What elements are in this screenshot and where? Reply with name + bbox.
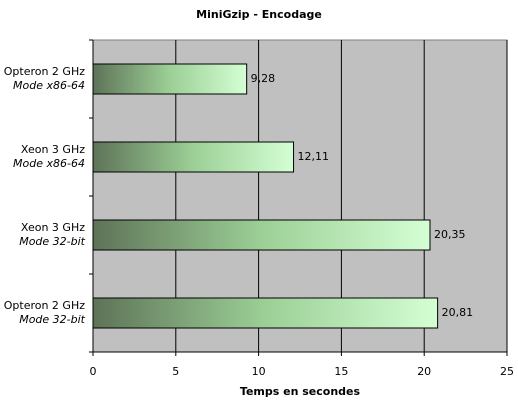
y-tick-label: Opteron 2 GHz (4, 299, 85, 312)
y-tick-label: Mode 32-bit (19, 313, 85, 326)
x-tick-label: 25 (500, 365, 514, 378)
y-tick-label: Mode 32-bit (19, 235, 85, 248)
x-tick-label: 5 (172, 365, 179, 378)
value-label: 20,81 (442, 306, 474, 319)
value-label: 9,28 (251, 72, 276, 85)
y-tick-label: Mode x86-64 (13, 157, 85, 170)
bar (92, 63, 248, 95)
x-tick-label: 0 (90, 365, 97, 378)
x-tick-label: 10 (252, 365, 266, 378)
x-tick-label: 20 (417, 365, 431, 378)
x-axis-title: Temps en secondes (240, 385, 361, 398)
bar (92, 219, 431, 251)
x-tick-label: 15 (334, 365, 348, 378)
y-tick-label: Opteron 2 GHz (4, 65, 85, 78)
y-tick-label: Mode x86-64 (13, 79, 85, 92)
value-label: 20,35 (434, 228, 466, 241)
chart-title: MiniGzip - Encodage (196, 8, 322, 21)
bar (92, 141, 295, 173)
bar (92, 297, 439, 329)
y-tick-label: Xeon 3 GHz (21, 221, 85, 234)
value-label: 12,11 (298, 150, 330, 163)
y-tick-label: Xeon 3 GHz (21, 143, 85, 156)
